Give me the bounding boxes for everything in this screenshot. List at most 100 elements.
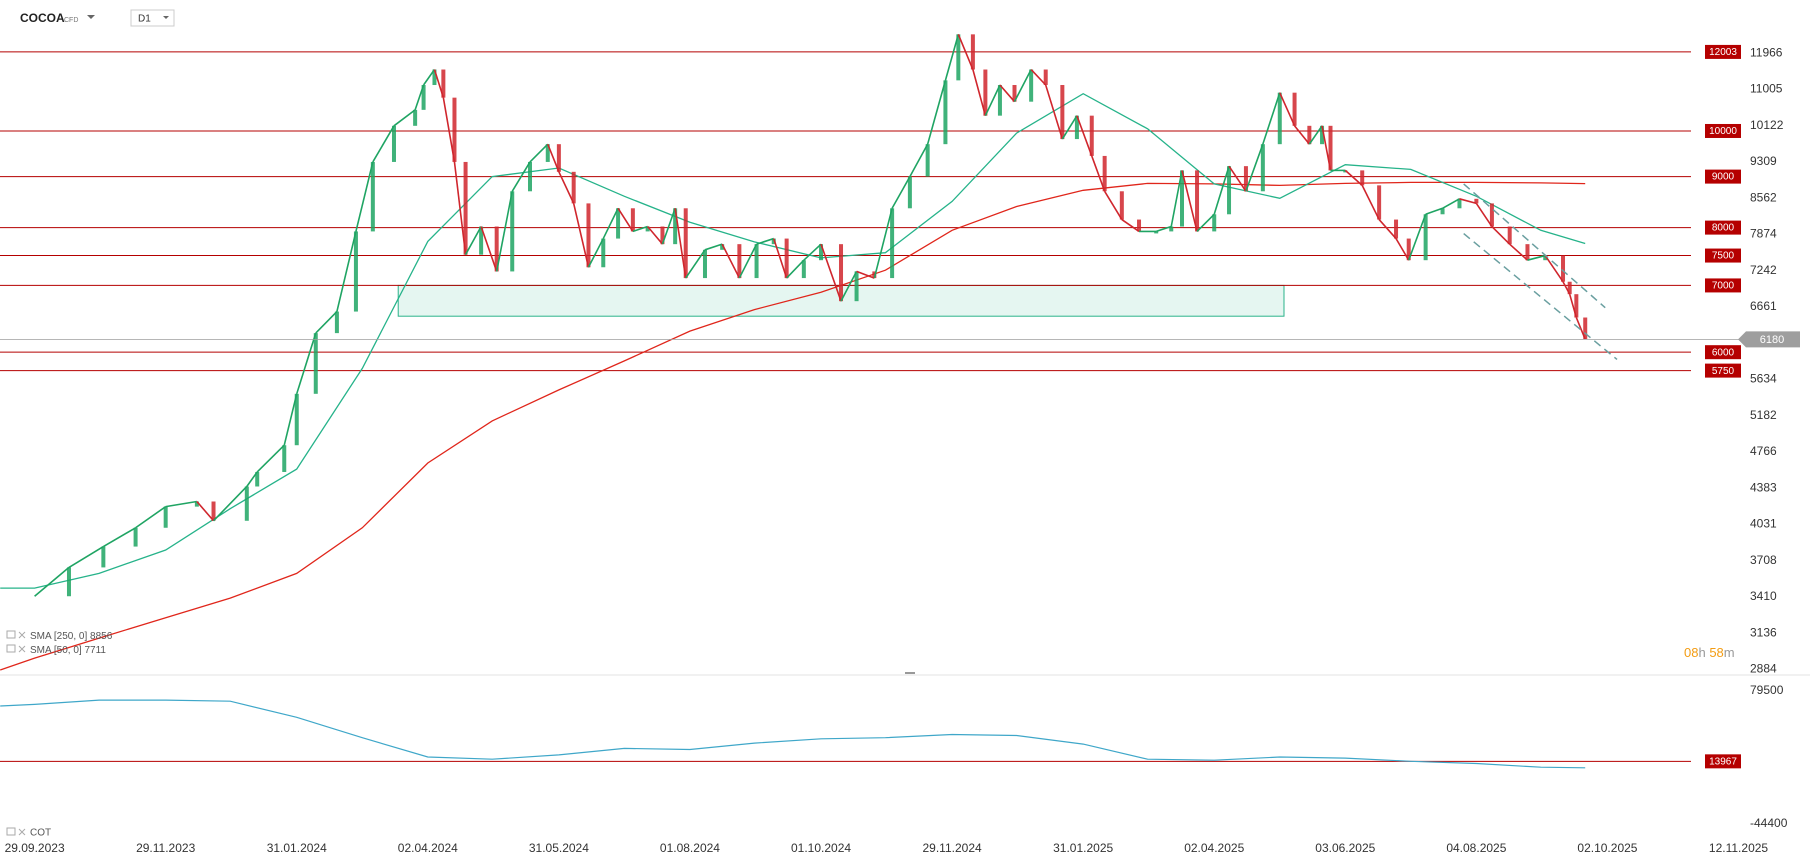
y-tick-label: 6661 — [1750, 299, 1777, 313]
price-segment — [1103, 190, 1123, 220]
timeframe-box[interactable] — [130, 9, 175, 27]
candle — [1525, 244, 1530, 261]
x-tick-label: 31.01.2025 — [1053, 841, 1113, 855]
dropdown-arrow[interactable] — [87, 15, 95, 19]
candle — [1440, 208, 1445, 215]
price-segment — [1459, 198, 1477, 205]
candle — [683, 208, 688, 279]
price-segment — [840, 271, 858, 302]
price-segment — [68, 545, 104, 569]
candle — [983, 69, 988, 116]
legend-icon[interactable] — [6, 827, 16, 836]
price-segment — [495, 191, 514, 272]
price-segment — [1293, 125, 1310, 145]
last-price-bg — [1738, 331, 1800, 348]
price-segment — [1361, 184, 1380, 220]
legend-icon[interactable] — [6, 644, 16, 653]
candle — [1029, 69, 1034, 102]
price-segment — [1076, 115, 1093, 157]
candle — [1043, 69, 1048, 86]
price-segment — [1091, 155, 1106, 192]
price-segment — [1491, 225, 1511, 245]
y-tick-label: 2884 — [1750, 662, 1777, 676]
candle — [244, 486, 249, 521]
level-label: 6000 — [1712, 347, 1735, 358]
y-tick-label: 79500 — [1750, 683, 1784, 697]
candle — [1227, 166, 1232, 215]
candle — [997, 85, 1002, 116]
price-segment — [464, 226, 482, 256]
candle — [1394, 219, 1399, 239]
x-tick-label: 01.10.2024 — [791, 841, 851, 855]
candle — [391, 125, 396, 162]
legend-close[interactable] — [18, 645, 26, 653]
price-segment — [372, 125, 395, 163]
candle — [452, 97, 457, 162]
candle — [907, 176, 912, 209]
price-segment — [1013, 69, 1032, 103]
candle — [1328, 125, 1333, 171]
symbol: COCOA — [20, 11, 65, 25]
timeframe-arrow — [163, 16, 169, 19]
price-segment — [1262, 92, 1281, 145]
candle — [545, 144, 550, 162]
countdown-minutes: 58 — [1709, 645, 1723, 660]
timeframe[interactable]: D1 — [138, 14, 151, 25]
x-tick-label: 02.10.2025 — [1577, 841, 1637, 855]
price-segment — [704, 243, 723, 251]
price-segment — [256, 444, 285, 473]
candle — [1089, 115, 1094, 156]
price-segment — [295, 332, 317, 395]
level-label-bg — [1705, 248, 1741, 263]
y-tick-label: 4031 — [1750, 517, 1777, 531]
price-segment — [1475, 202, 1493, 227]
level-label: 7500 — [1712, 251, 1735, 262]
y-tick-label: 5182 — [1750, 408, 1777, 422]
legend-icon[interactable] — [6, 630, 16, 639]
price-segment — [738, 243, 758, 279]
candle — [1243, 166, 1248, 192]
x-tick-label: 12.11.2025 — [1709, 841, 1768, 855]
price-segment — [820, 243, 842, 302]
candle — [601, 238, 606, 268]
price-segment — [1196, 213, 1215, 232]
price-segment — [1544, 255, 1564, 283]
price-segment — [196, 500, 215, 522]
y-tick-label: 7242 — [1750, 263, 1777, 277]
price-segment — [647, 226, 664, 245]
candle — [890, 208, 895, 279]
price-segment — [1061, 115, 1078, 140]
x-tick-label: 03.06.2025 — [1315, 841, 1375, 855]
candle — [586, 203, 591, 268]
price-segment — [1245, 143, 1264, 192]
price-segment — [1425, 207, 1443, 216]
price-segment — [756, 237, 774, 245]
channel-line — [1463, 233, 1618, 361]
legend-close[interactable] — [18, 631, 26, 639]
price-segment — [772, 238, 788, 279]
candle — [1567, 281, 1572, 295]
candle — [313, 333, 318, 394]
candle — [1574, 294, 1579, 318]
price-segment — [480, 226, 498, 272]
candle — [556, 144, 561, 172]
price-segment — [283, 393, 298, 446]
candle — [839, 244, 844, 302]
candle — [510, 191, 515, 272]
legend-close[interactable] — [18, 828, 26, 836]
candle — [1179, 170, 1184, 227]
price-segment — [393, 109, 416, 127]
legend-entry: SMA [50, 0] 7711 — [30, 645, 106, 656]
candle — [528, 161, 533, 192]
price-segment — [721, 243, 741, 279]
candle — [1169, 226, 1174, 232]
level-label: 7000 — [1712, 281, 1735, 292]
y-tick-label: 11966 — [1750, 45, 1783, 59]
x-tick-label: 02.04.2024 — [398, 841, 458, 855]
price-segment — [1344, 169, 1363, 186]
plot: 29.09.2023 29.11.2023 31.01.2024 02.04.2024… — [0, 34, 1800, 855]
last-price-label: 6180 — [1760, 334, 1784, 346]
price-segment — [984, 84, 1001, 117]
